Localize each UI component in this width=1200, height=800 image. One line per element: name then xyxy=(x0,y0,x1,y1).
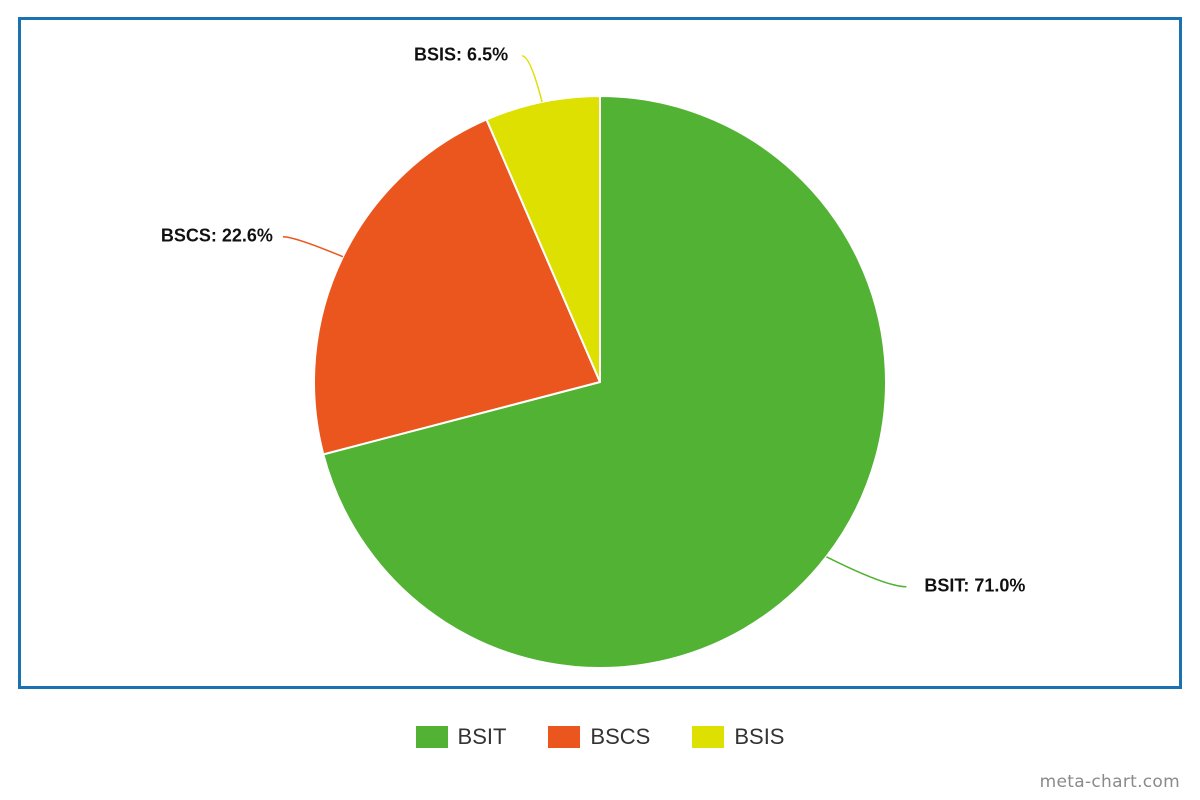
data-label-bsit: BSIT: 71.0% xyxy=(924,576,1025,596)
slice-labels: BSIT: 71.0% BSCS: 22.6% BSIS: 6.5% xyxy=(161,45,1026,596)
pie-chart: BSIT: 71.0% BSCS: 22.6% BSIS: 6.5% xyxy=(161,45,1026,669)
legend: BSIT BSCS BSIS xyxy=(0,724,1200,750)
legend-swatch-bsit xyxy=(415,726,448,748)
legend-item-bsit[interactable]: BSIT xyxy=(415,724,507,750)
pie-slice-bsit[interactable] xyxy=(322,95,887,669)
data-label-bscs: BSCS: 22.6% xyxy=(161,225,273,245)
data-label-bsis: BSIS: 6.5% xyxy=(414,45,508,65)
legend-swatch-bsis xyxy=(692,726,725,748)
pie-slice-bscs[interactable] xyxy=(313,118,601,456)
connector-line-bsit xyxy=(826,556,907,588)
chart-frame: BSIT: 71.0% BSCS: 22.6% BSIS: 6.5% xyxy=(18,17,1182,689)
legend-swatch-bscs xyxy=(548,726,581,748)
label-connectors xyxy=(282,55,907,588)
connector-line-bsis xyxy=(521,55,543,103)
pie-slices xyxy=(313,95,887,669)
legend-label-bsit: BSIT xyxy=(457,724,507,749)
legend-item-bscs[interactable]: BSCS xyxy=(548,724,650,750)
legend-item-bsis[interactable]: BSIS xyxy=(692,724,784,750)
watermark-text[interactable]: meta-chart.com xyxy=(1039,772,1180,792)
legend-label-bsis: BSIS xyxy=(734,724,785,749)
pie-slice-bsis[interactable] xyxy=(485,95,601,383)
legend-label-bscs: BSCS xyxy=(590,724,651,749)
connector-line-bscs xyxy=(282,235,344,258)
